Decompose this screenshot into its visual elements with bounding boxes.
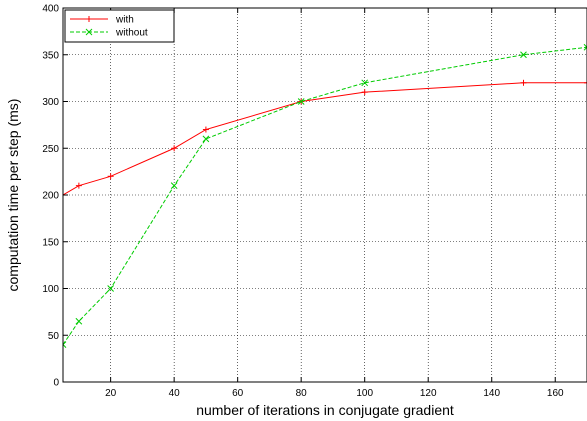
legend-marker-with [86,16,92,22]
data-point-without [520,51,527,59]
y-tick-label: 250 [42,144,59,155]
series-line-without [63,46,587,345]
legend-label-with: with [115,15,134,26]
data-point-without [297,98,305,105]
data-point-with [584,79,587,86]
data-point-with [202,126,209,133]
x-tick-label: 100 [356,388,373,399]
y-tick-label: 150 [42,237,59,248]
legend-box [64,9,175,43]
legend-item-with: with [70,15,134,26]
x-tick-label: 80 [296,388,308,399]
data-point-with [520,79,527,86]
y-tick-label: 400 [42,4,59,15]
grid-lines [63,8,587,382]
y-tick-label: 200 [42,191,59,202]
legend-item-without: without [70,28,148,39]
series-with [63,79,587,198]
data-point-without [583,43,587,51]
x-tick-label: 40 [169,388,181,399]
y-tick-label: 50 [48,331,60,342]
data-point-without [202,135,210,143]
legend-label-without: without [115,28,148,39]
x-axis-label: number of iterations in conjugate gradie… [196,402,454,418]
data-point-without [63,341,67,348]
x-tick-label: 60 [232,388,244,399]
data-point-with [107,173,114,180]
legend: with without [64,9,175,43]
data-point-without [107,285,114,292]
y-axis-label: computation time per step (ms) [5,99,21,292]
x-tick-label: 20 [105,388,117,399]
series-layer [63,43,587,348]
y-tick-label: 0 [53,378,59,389]
y-tick-label: 350 [42,50,59,61]
data-point-with [75,182,82,189]
axis-ticks: 20 40 60 80 100 120 140 160 0 50 100 150 200 250 300 35… [42,4,564,400]
y-tick-label: 300 [42,97,59,108]
y-tick-label: 100 [42,284,59,295]
legend-marker-without [85,28,93,36]
x-tick-label: 120 [420,388,437,399]
data-point-without [75,317,83,325]
x-tick-label: 140 [483,388,500,399]
x-tick-label: 160 [547,388,564,399]
data-point-with [171,145,178,152]
data-point-without [170,182,178,190]
data-point-without [361,79,369,87]
series-line-with [63,82,587,196]
data-point-with [361,89,368,96]
series-without [63,43,587,348]
